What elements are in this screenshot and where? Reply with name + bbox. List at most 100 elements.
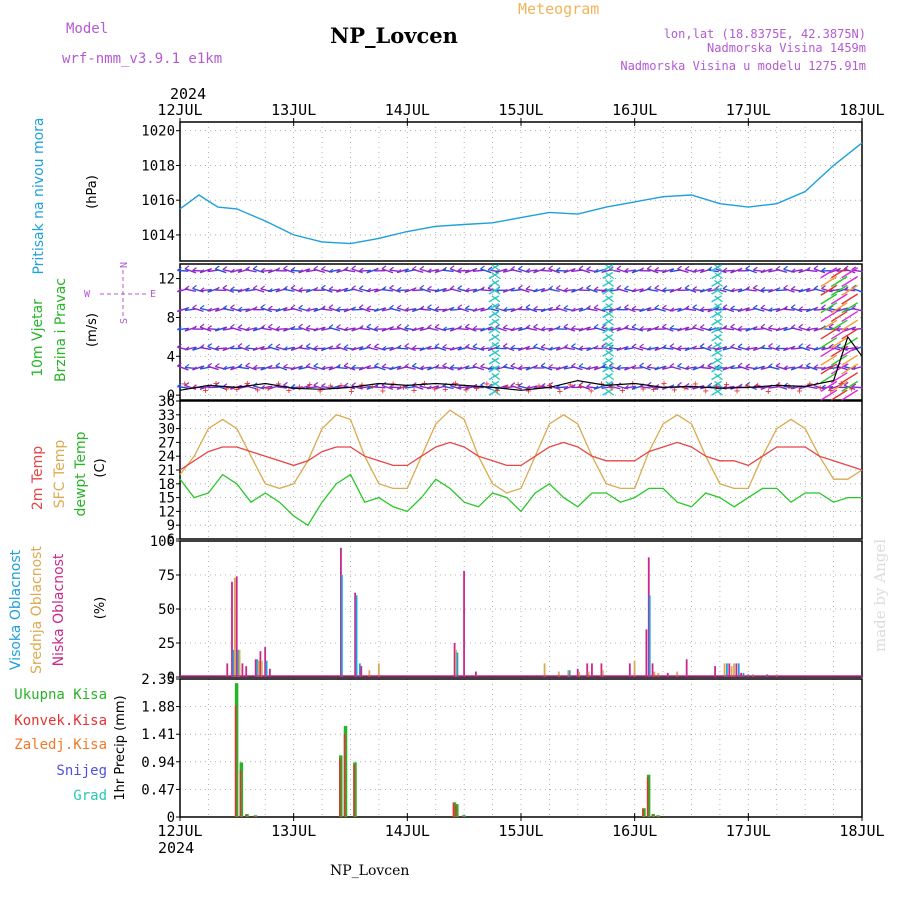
precip-ylabel: 1hr Precip (mm) xyxy=(113,695,128,800)
wind-arrow xyxy=(631,346,644,351)
wind-arrow-head xyxy=(760,286,766,291)
wind-arrow xyxy=(609,269,621,273)
wind-band-arrow xyxy=(488,303,500,311)
wind-band-arrow xyxy=(605,272,614,280)
wind-band-arrow xyxy=(491,310,501,318)
cloud-bar-low xyxy=(728,663,731,677)
wind-arrows: + + + + + + + + + + + + + + + + + + + + + + + + + + + + + + + + + + + + + + + +… xyxy=(177,264,864,401)
wind-arrow-head xyxy=(237,288,243,293)
wind-arrow xyxy=(359,385,371,389)
wind-arrow-head xyxy=(480,286,485,291)
cloud-bar-mid xyxy=(260,660,263,677)
temp-ylabel-dew: dewpt Temp xyxy=(73,431,89,516)
wind-strong-arrow xyxy=(820,319,838,331)
wind-arrow-head xyxy=(624,324,629,329)
y-tick-label: 2.35 xyxy=(141,672,175,688)
wind-band-arrow xyxy=(602,303,614,311)
wind-arrow xyxy=(851,365,863,371)
wind-band-arrow xyxy=(488,279,500,287)
x-tick-label-top: 18JUL xyxy=(839,101,884,119)
wind-arrow-head xyxy=(752,366,758,371)
wind-arrow-head xyxy=(381,345,387,350)
wind-arrow-head xyxy=(267,288,273,293)
wind-arrow-head xyxy=(207,343,213,348)
wind-arrow-head xyxy=(396,269,402,274)
wind-arrow-head xyxy=(366,323,372,328)
wind-band-arrow xyxy=(488,318,500,326)
wind-strong-arrow xyxy=(820,363,838,375)
wind-arrow-head xyxy=(260,324,266,329)
wind-arrow-head xyxy=(684,284,690,289)
wind-strong-arrow xyxy=(830,328,848,340)
wind-arrow xyxy=(586,366,598,370)
wind-arrow-head xyxy=(624,267,629,272)
y-tick-label: 100 xyxy=(150,534,175,550)
wind-band-arrow xyxy=(605,388,614,396)
cloud-bar-high xyxy=(737,663,740,677)
wind-arrow-head xyxy=(525,304,531,309)
wind-strong-arrow xyxy=(820,354,838,366)
cloud-ylabel-mid: Srednja Oblacnost xyxy=(29,546,45,674)
y-tick-label: 18 xyxy=(158,477,175,493)
wind-arrow-head xyxy=(177,326,182,331)
wind-arrow-head xyxy=(616,346,622,351)
cloud-bar-high xyxy=(742,672,745,677)
wind-arrow xyxy=(722,327,735,331)
wind-arrow-head xyxy=(836,383,841,388)
wind-arrow-head xyxy=(783,305,788,310)
wind-arrow-head xyxy=(677,345,682,350)
wind-arrow-head xyxy=(298,287,303,292)
wind-arrow xyxy=(563,346,575,351)
wind-arrow xyxy=(616,268,629,274)
wind-arrow xyxy=(450,288,462,293)
wind-arrow-head xyxy=(192,325,197,330)
wind-arrow-head xyxy=(358,324,364,329)
wind-arrow xyxy=(510,365,523,371)
wind-speed-line xyxy=(179,335,863,391)
wind-arrow xyxy=(715,268,727,274)
cloud-bar-low xyxy=(576,668,579,677)
wind-band-arrow xyxy=(488,334,500,342)
wind-arrow-head xyxy=(207,288,213,293)
wind-band-arrow xyxy=(714,326,723,334)
y-tick-label: 0 xyxy=(167,670,175,686)
wind-arrow xyxy=(260,385,272,390)
wind-arrow xyxy=(798,346,810,352)
wind-arrow-head xyxy=(768,288,773,293)
wind-arrow-head xyxy=(586,365,591,370)
wind-arrow-head xyxy=(305,343,311,348)
wind-arrow-head xyxy=(230,323,235,328)
wind-marker: + xyxy=(317,386,323,397)
wind-arrow xyxy=(836,307,848,312)
wind-arrow-head xyxy=(290,384,296,388)
wind-arrow xyxy=(813,288,826,293)
wind-arrow xyxy=(351,346,363,351)
wind-arrow-head xyxy=(684,265,690,270)
wind-arrow-head xyxy=(851,365,857,370)
wind-arrow-head xyxy=(813,346,819,351)
wind-marker: + xyxy=(328,381,334,392)
wind-arrow-head xyxy=(502,306,508,311)
cloud-bar-low xyxy=(259,651,262,677)
wind-arrow xyxy=(851,287,864,293)
wind-arrow-head xyxy=(245,382,250,387)
y-tick-label: 1014 xyxy=(141,228,175,244)
wind-arrow xyxy=(843,268,856,274)
wind-strong-arrow xyxy=(830,293,848,305)
wind-arrow-head xyxy=(752,326,758,330)
wind-arrow-head xyxy=(805,343,811,348)
wind-arrow-head xyxy=(480,345,485,350)
wind-band-arrow xyxy=(491,318,501,326)
wind-arrow xyxy=(616,346,629,352)
wind-arrow-head xyxy=(510,344,516,349)
wind-arrow-head xyxy=(396,323,402,328)
wind-marker: + xyxy=(703,386,709,397)
wind-marker: + xyxy=(567,380,573,391)
wind-arrow-head xyxy=(449,364,455,369)
wind-arrow-head xyxy=(411,344,417,349)
wind-arrow-head xyxy=(396,385,402,390)
wind-arrow-head xyxy=(389,366,394,371)
wind-arrow-head xyxy=(730,343,735,348)
wind-arrow-head xyxy=(783,365,788,370)
wind-marker: + xyxy=(505,382,511,393)
